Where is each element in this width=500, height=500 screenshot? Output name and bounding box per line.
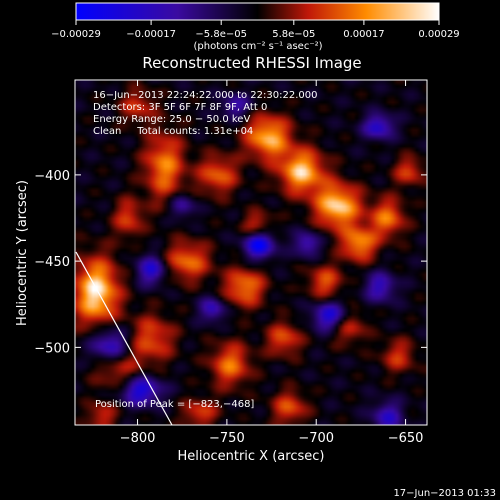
- y-tick-label: −400: [34, 169, 70, 184]
- x-tick-label: −800: [120, 431, 156, 446]
- y-tick-label: −450: [34, 255, 70, 270]
- x-tick-label: −650: [388, 431, 424, 446]
- timestamp: 17−Jun−2013 01:33: [393, 488, 496, 499]
- limb-line: [75, 251, 173, 425]
- colorbar-tick-label: 5.8e−05: [272, 29, 315, 40]
- axis-ticks: −800 −750 −700 −650 −400 −450 −500: [34, 80, 427, 446]
- annotation-energy: Energy Range: 25.0 − 50.0 keV: [93, 114, 250, 125]
- annotation-time: 16−Jun−2013 22:24:22.000 to 22:30:22.000: [93, 90, 318, 101]
- y-axis-label: Heliocentric Y (arcsec): [15, 180, 30, 326]
- colorbar-tick-label: 0.00029: [418, 29, 459, 40]
- colorbar-ticks: −0.00029 −0.00017 −5.8e−05 5.8e−05 0.00017 0.…: [51, 20, 460, 40]
- colorbar: [75, 2, 440, 21]
- colorbar-tick-label: −0.00029: [51, 29, 101, 40]
- x-axis-label: Heliocentric X (arcsec): [178, 449, 325, 464]
- y-tick-label: −500: [34, 341, 70, 356]
- chart-title: Reconstructed RHESSI Image: [142, 54, 361, 72]
- annotation-detectors: Detectors: 3F 5F 6F 7F 8F 9F, Att 0: [93, 102, 267, 113]
- x-tick-label: −700: [298, 431, 334, 446]
- annotation-counts: Clean Total counts: 1.31e+04: [93, 126, 253, 137]
- x-tick-label: −750: [209, 431, 245, 446]
- plot-frame: [74, 79, 428, 426]
- colorbar-tick-label: 0.00017: [343, 29, 384, 40]
- colorbar-tick-label: −5.8e−05: [195, 29, 247, 40]
- colorbar-tick-label: −0.00017: [126, 29, 176, 40]
- colorbar-unit: (photons cm⁻² s⁻¹ asec⁻²): [193, 41, 322, 52]
- peak-position-label: Position of Peak = [−823,−468]: [95, 399, 254, 410]
- heatmap-image: [75, 80, 427, 425]
